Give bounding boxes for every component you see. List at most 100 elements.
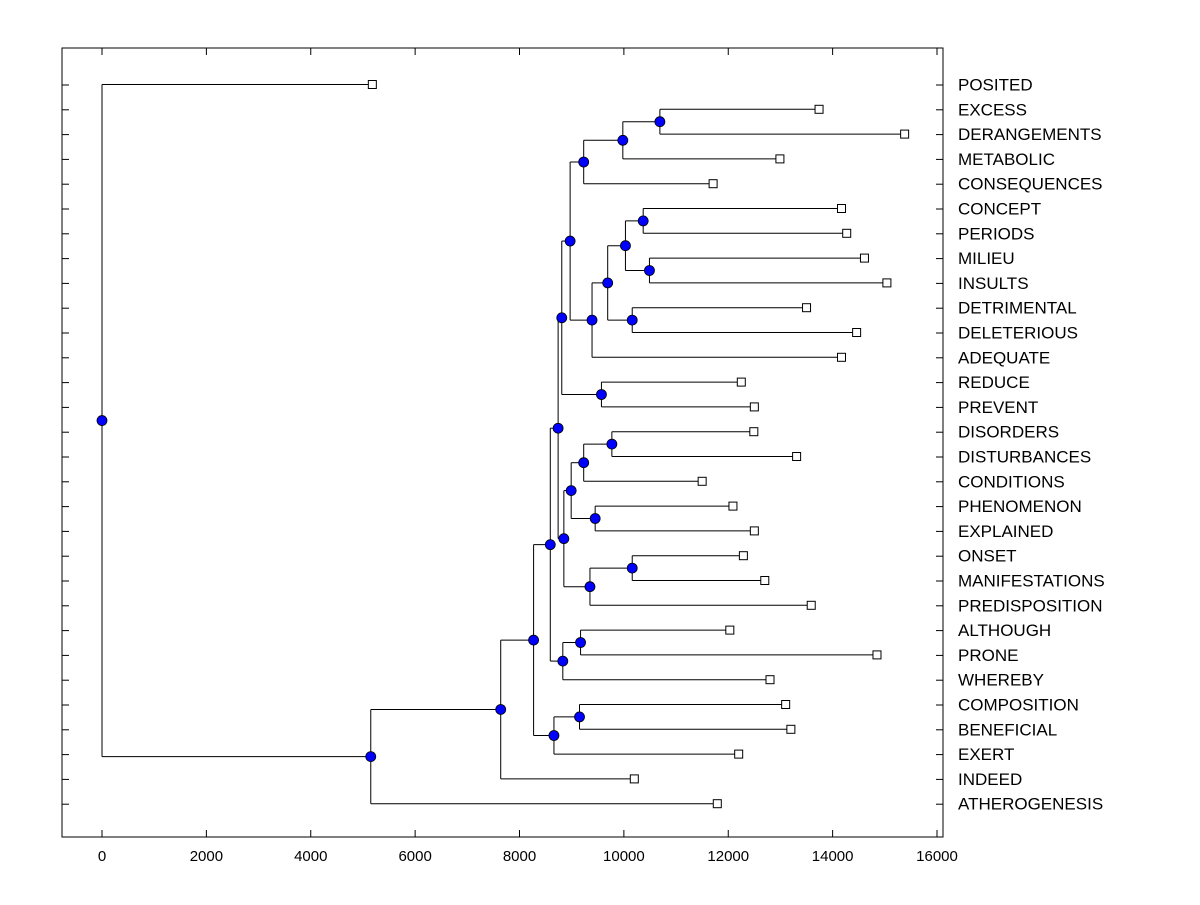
leaf-labels: POSITED EXCESS DERANGEMENTS METABOLIC CONSEQ… bbox=[958, 76, 1105, 814]
leaf-marker-disorders bbox=[749, 427, 759, 437]
leaf-label-periods: PERIODS bbox=[958, 224, 1035, 243]
leaf-marker-reduce bbox=[736, 377, 746, 387]
leaf-marker-conditions bbox=[697, 476, 707, 486]
merge-node-m1 bbox=[654, 116, 666, 128]
leaf-label-conditions: CONDITIONS bbox=[958, 472, 1065, 491]
leaf-label-composition: COMPOSITION bbox=[958, 696, 1079, 715]
merge-node-m11 bbox=[596, 389, 607, 400]
merge-node-m5 bbox=[644, 265, 655, 276]
merge-node-m2 bbox=[617, 134, 629, 146]
leaf-marker-periods bbox=[842, 228, 852, 238]
leaf-label-detrimental: DETRIMENTAL bbox=[958, 299, 1077, 318]
leaf-label-indeed: INDEED bbox=[958, 770, 1022, 789]
plot-frame bbox=[61, 47, 944, 838]
leaf-marker-beneficial bbox=[786, 724, 796, 734]
merge-node-m29 bbox=[96, 415, 108, 426]
leaf-label-milieu: MILIEU bbox=[958, 249, 1015, 268]
x-tick-label-2000: 2000 bbox=[190, 848, 223, 865]
merge-node-m3 bbox=[578, 156, 590, 168]
merge-node-m14 bbox=[578, 457, 590, 469]
leaf-label-adequate: ADEQUATE bbox=[958, 348, 1050, 367]
x-tick-label-12000: 12000 bbox=[707, 848, 749, 865]
merge-node-m6 bbox=[620, 240, 631, 252]
leaf-label-explained: EXPLAINED bbox=[958, 522, 1053, 541]
leaf-label-consequences: CONSEQUENCES bbox=[958, 175, 1103, 194]
leaf-marker-predisposition bbox=[806, 600, 816, 610]
leaf-label-whereby: WHEREBY bbox=[958, 671, 1044, 690]
leaf-label-reduce: REDUCE bbox=[958, 373, 1030, 392]
leaf-marker-metabolic bbox=[775, 154, 785, 164]
x-axis: 0 2000 4000 6000 8000 10000 12000 14000 16000 bbox=[98, 48, 958, 865]
leaf-marker-excess bbox=[814, 104, 824, 114]
leaf-marker-concept bbox=[836, 204, 846, 213]
merge-node-m18 bbox=[584, 581, 596, 593]
merge-node-m28 bbox=[365, 751, 377, 762]
merge-node-m24 bbox=[574, 711, 585, 723]
leaf-label-phenomenon: PHENOMENON bbox=[958, 497, 1082, 516]
leaf-marker-atherogenesis bbox=[712, 799, 722, 809]
leaf-label-beneficial: BENEFICIAL bbox=[958, 720, 1057, 739]
y-ticks bbox=[62, 84, 943, 805]
leaf-marker-phenomenon bbox=[728, 501, 738, 511]
merge-node-m9 bbox=[586, 314, 598, 326]
leaf-label-prone: PRONE bbox=[958, 646, 1018, 665]
leaf-marker-manifestations bbox=[760, 576, 770, 585]
leaf-marker-deleterious bbox=[852, 328, 862, 337]
merge-node-m15 bbox=[589, 513, 601, 524]
x-tick-label-8000: 8000 bbox=[503, 848, 536, 865]
leaf-label-concept: CONCEPT bbox=[958, 200, 1041, 219]
merge-node-m16 bbox=[565, 485, 577, 497]
x-tick-label-14000: 14000 bbox=[812, 848, 854, 865]
leaf-label-onset: ONSET bbox=[958, 547, 1017, 566]
merge-nodes bbox=[96, 116, 666, 762]
leaf-label-deleterious: DELETERIOUS bbox=[958, 324, 1078, 343]
leaf-marker-consequences bbox=[708, 179, 718, 189]
leaf-marker-milieu bbox=[859, 253, 869, 263]
merge-node-m10 bbox=[564, 235, 576, 247]
leaf-marker-explained bbox=[749, 526, 759, 536]
leaf-label-manifestations: MANIFESTATIONS bbox=[958, 572, 1105, 591]
leaf-label-predisposition: PREDISPOSITION bbox=[958, 596, 1103, 615]
leaf-marker-prevent bbox=[749, 402, 759, 412]
merge-node-m25 bbox=[548, 730, 560, 741]
leaf-marker-onset bbox=[738, 551, 748, 561]
merge-node-m27 bbox=[495, 704, 507, 715]
leaf-label-metabolic: METABOLIC bbox=[958, 150, 1055, 169]
leaf-marker-detrimental bbox=[802, 303, 812, 313]
leaf-marker-derangements bbox=[900, 129, 910, 139]
x-tick-label-0: 0 bbox=[98, 848, 106, 865]
leaf-label-prevent: PREVENT bbox=[958, 398, 1038, 417]
leaf-marker-indeed bbox=[629, 774, 639, 784]
leaf-marker-composition bbox=[781, 700, 791, 709]
merge-node-m21 bbox=[575, 637, 586, 648]
merge-node-m4 bbox=[637, 215, 649, 227]
leaf-marker-insults bbox=[882, 278, 892, 288]
leaf-marker-posited bbox=[367, 80, 377, 89]
x-tick-label-4000: 4000 bbox=[294, 848, 327, 865]
merge-node-m26 bbox=[528, 634, 539, 646]
merge-node-m8 bbox=[602, 277, 614, 289]
leaf-label-excess: EXCESS bbox=[958, 100, 1027, 119]
x-tick-label-6000: 6000 bbox=[398, 848, 431, 865]
merge-node-m19 bbox=[558, 533, 570, 545]
merge-node-m23 bbox=[544, 539, 556, 551]
leaf-label-derangements: DERANGEMENTS bbox=[958, 125, 1102, 144]
x-tick-label-16000: 16000 bbox=[916, 848, 958, 865]
leaf-label-insults: INSULTS bbox=[958, 274, 1029, 293]
leaf-marker-prone bbox=[872, 650, 882, 660]
merge-node-m13 bbox=[606, 438, 618, 450]
leaf-label-exert: EXERT bbox=[958, 745, 1014, 764]
leaf-label-disturbances: DISTURBANCES bbox=[958, 448, 1091, 467]
x-tick-label-10000: 10000 bbox=[603, 848, 645, 865]
leaf-label-posited: POSITED bbox=[958, 76, 1033, 95]
leaf-label-disorders: DISORDERS bbox=[958, 423, 1059, 442]
leaf-marker-whereby bbox=[765, 675, 775, 685]
leaf-marker-exert bbox=[734, 749, 744, 759]
merge-node-m20 bbox=[552, 422, 564, 434]
merge-node-m17 bbox=[626, 562, 638, 574]
merge-node-m12 bbox=[556, 312, 568, 324]
merge-node-m7 bbox=[626, 314, 638, 326]
leaf-markers bbox=[367, 80, 910, 809]
